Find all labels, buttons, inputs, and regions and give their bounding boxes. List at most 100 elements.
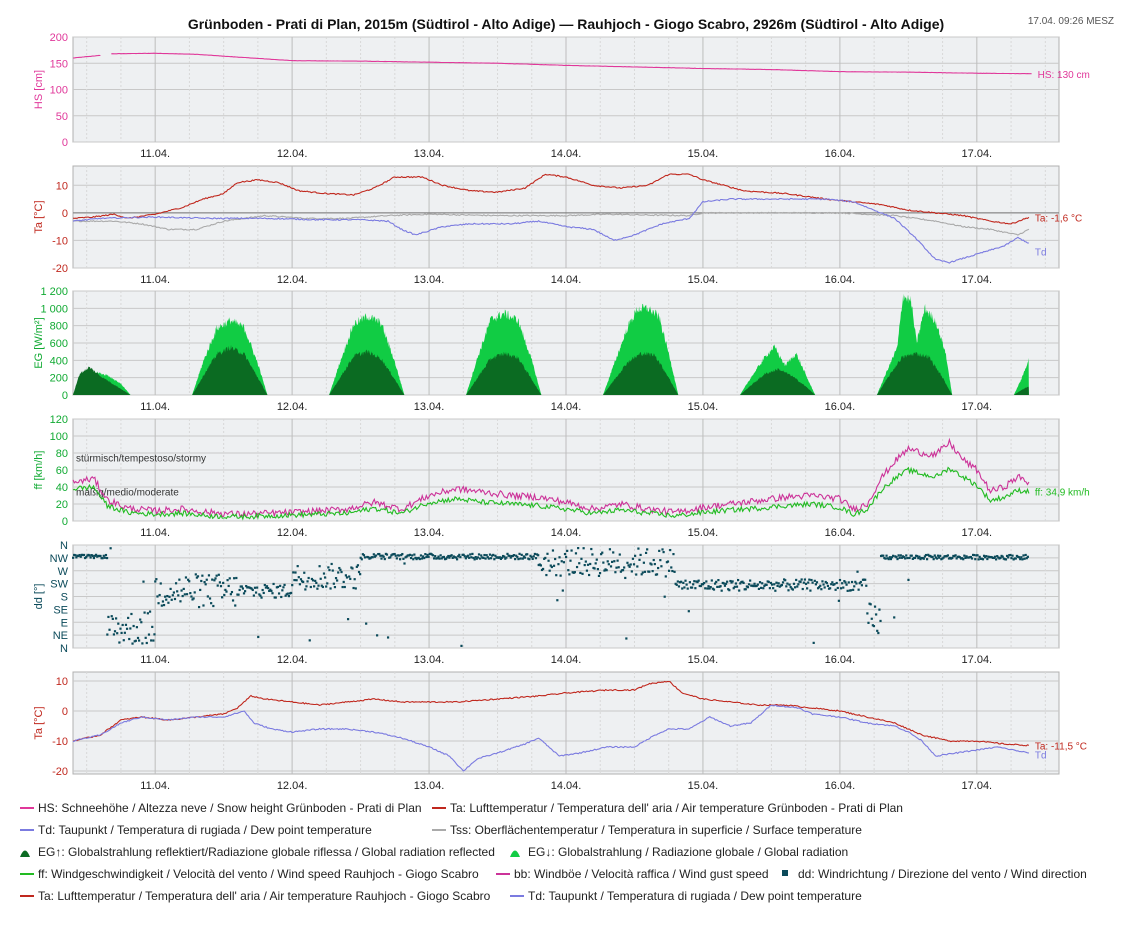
wind-direction-point xyxy=(869,603,872,606)
wind-direction-point xyxy=(199,588,202,592)
wind-direction-point xyxy=(374,554,378,557)
legend-item: EG↓: Globalstrahlung / Radiazione global… xyxy=(510,845,848,859)
wind-direction-point xyxy=(969,555,973,559)
wind-direction-point xyxy=(306,580,309,583)
wind-direction-point xyxy=(128,637,131,641)
wind-direction-point xyxy=(713,582,717,585)
wind-direction-point xyxy=(596,568,599,571)
wind-direction-point xyxy=(282,586,285,589)
wind-direction-point xyxy=(613,560,616,563)
wind-direction-point xyxy=(393,552,396,556)
chart-title: Grünboden - Prati di Plan, 2015m (Südtir… xyxy=(188,16,944,32)
wind-direction-point xyxy=(78,553,81,557)
wind-direction-point xyxy=(321,585,324,589)
wind-direction-point xyxy=(1022,554,1025,557)
x-tick-label: 17.04. xyxy=(962,780,993,792)
wind-direction-point xyxy=(104,553,108,557)
wind-direction-point xyxy=(978,555,981,558)
wind-direction-point xyxy=(560,560,563,563)
x-tick-label: 11.04. xyxy=(140,527,170,539)
wind-direction-point xyxy=(509,556,512,559)
x-tick-label: 16.04. xyxy=(825,527,856,539)
wind-direction-point xyxy=(162,603,166,607)
wind-direction-point xyxy=(192,597,195,600)
series-line-tss xyxy=(72,211,1030,236)
wind-direction-point xyxy=(403,562,406,565)
wind-direction-point xyxy=(554,557,557,561)
wind-direction-point xyxy=(231,599,235,602)
wind-direction-point xyxy=(328,568,331,572)
wind-direction-point xyxy=(735,585,739,588)
x-tick-label: 17.04. xyxy=(962,148,993,160)
wind-direction-point xyxy=(593,567,596,570)
wind-direction-point xyxy=(809,589,812,592)
wind-direction-point xyxy=(499,557,503,561)
wind-direction-point xyxy=(963,554,966,557)
wind-direction-point xyxy=(484,557,487,560)
wind-direction-point xyxy=(954,554,957,557)
wind-direction-point xyxy=(329,587,332,590)
wind-direction-point xyxy=(844,581,847,584)
legend-item: Tss: Oberflächentemperatur / Temperatura… xyxy=(432,823,862,837)
wind-direction-point xyxy=(661,548,664,551)
wind-direction-point xyxy=(379,554,382,557)
wind-direction-point xyxy=(1010,557,1013,560)
wind-direction-point xyxy=(359,573,362,576)
wind-direction-point xyxy=(331,569,334,572)
legend-label: EG↓: Globalstrahlung / Radiazione global… xyxy=(528,845,848,859)
wind-direction-point xyxy=(283,583,286,586)
series-line-ta xyxy=(72,680,1030,747)
wind-direction-point xyxy=(522,555,526,558)
wind-direction-point xyxy=(547,559,550,562)
wind-direction-point xyxy=(182,587,185,591)
wind-direction-point xyxy=(117,622,120,625)
wind-direction-point xyxy=(339,568,342,571)
wind-direction-point xyxy=(569,559,572,562)
wind-direction-point xyxy=(342,580,345,584)
wind-direction-point xyxy=(692,583,695,586)
wind-direction-point xyxy=(336,579,339,582)
x-tick-label: 15.04. xyxy=(688,780,719,792)
wind-direction-point xyxy=(859,580,862,584)
y-axis-label: Ta [°C] xyxy=(33,706,45,739)
wind-direction-point xyxy=(213,579,216,582)
wind-direction-point xyxy=(262,591,265,595)
wind-direction-point xyxy=(208,597,212,600)
wind-direction-point xyxy=(548,569,551,572)
wind-direction-point xyxy=(356,564,360,567)
wind-direction-point xyxy=(667,569,671,572)
wind-direction-point xyxy=(546,552,549,555)
wind-direction-point xyxy=(652,558,655,562)
wind-direction-point xyxy=(89,556,92,559)
wind-direction-point xyxy=(279,584,282,587)
wind-direction-point xyxy=(245,584,248,588)
wind-direction-point xyxy=(838,578,842,582)
wind-direction-point xyxy=(349,577,352,581)
wind-direction-point xyxy=(849,589,853,592)
wind-direction-point xyxy=(320,584,323,587)
x-tick-label: 14.04. xyxy=(551,654,582,666)
wind-direction-point xyxy=(729,579,732,583)
wind-direction-point xyxy=(106,633,109,636)
wind-direction-point xyxy=(380,557,383,560)
wind-direction-point xyxy=(616,559,619,562)
wind-direction-point xyxy=(708,587,711,590)
wind-direction-point xyxy=(455,558,459,561)
wind-direction-point xyxy=(253,586,257,589)
wind-direction-point xyxy=(986,557,989,561)
wind-direction-point xyxy=(302,580,305,584)
y-axis-label: ff [km/h] xyxy=(33,451,45,490)
wind-direction-point xyxy=(136,636,140,640)
wind-direction-point xyxy=(122,639,125,642)
wind-direction-point xyxy=(409,556,413,560)
wind-direction-point xyxy=(492,553,495,557)
wind-direction-point xyxy=(574,552,578,555)
wind-direction-point xyxy=(130,612,133,616)
wind-direction-point xyxy=(962,558,965,561)
wind-direction-point xyxy=(580,557,583,560)
end-value-label: HS: 130 cm xyxy=(1038,70,1090,81)
wind-direction-point xyxy=(148,610,152,613)
wind-direction-point xyxy=(738,589,741,592)
wind-direction-point xyxy=(454,556,458,559)
